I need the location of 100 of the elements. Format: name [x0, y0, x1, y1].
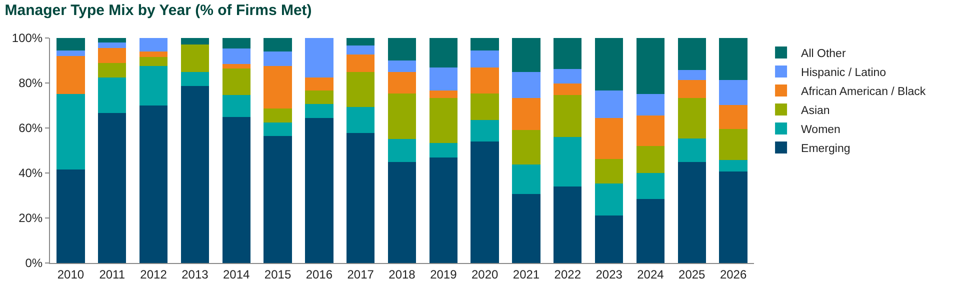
x-tick-label: 2018 [388, 267, 416, 282]
bar [554, 84, 582, 95]
bar [346, 107, 375, 133]
bar [305, 90, 334, 104]
bar [346, 54, 375, 72]
bar [470, 142, 499, 263]
bar [264, 108, 292, 122]
bar [594, 216, 624, 263]
bar [222, 38, 250, 48]
x-tick-label: 2026 [720, 267, 747, 282]
x-tick-label: 2024 [637, 267, 664, 282]
bar [636, 38, 665, 94]
bar [305, 104, 334, 118]
bar [98, 38, 126, 42]
bar [305, 38, 334, 78]
bar [429, 158, 458, 263]
bar [719, 38, 748, 80]
bar [305, 118, 334, 263]
bar [636, 146, 665, 174]
bar [512, 72, 540, 98]
bar [719, 80, 748, 105]
bar [429, 38, 458, 68]
bar [678, 70, 706, 80]
bar [346, 72, 375, 108]
bar [98, 113, 126, 263]
bar [636, 198, 665, 263]
bar [554, 68, 582, 84]
bar [512, 164, 540, 194]
x-tick-label: 2012 [140, 267, 168, 282]
bar [305, 78, 334, 90]
bar [139, 38, 168, 52]
bar [470, 94, 499, 120]
bar [222, 68, 250, 95]
chart-title: Manager Type Mix by Year (% of Firms Met) [4, 2, 312, 19]
bar [139, 106, 168, 263]
bar [180, 44, 210, 72]
x-tick-label: 2022 [554, 267, 582, 282]
bar [56, 56, 85, 94]
bar [264, 52, 292, 66]
bar [678, 138, 706, 162]
bar [719, 160, 748, 172]
bar [264, 66, 292, 109]
bar [719, 171, 748, 263]
bar [180, 72, 210, 86]
y-tick-label: 20% [18, 211, 43, 226]
bar [264, 122, 292, 136]
bar [554, 94, 582, 138]
y-tick-label: 100% [12, 31, 43, 46]
bar [139, 52, 168, 57]
bar [512, 98, 540, 130]
bar [636, 116, 665, 146]
bar [719, 104, 748, 130]
bar [636, 94, 665, 116]
bar [180, 38, 210, 45]
x-tick-label: 2025 [678, 267, 706, 282]
bar [346, 46, 375, 55]
bar [98, 62, 126, 78]
x-tick-label: 2019 [430, 267, 458, 282]
x-tick-label: 2013 [182, 267, 209, 282]
y-tick-label: 80% [18, 76, 43, 90]
bar [222, 94, 250, 117]
bar [98, 48, 126, 63]
bar [678, 80, 706, 98]
bar [678, 98, 706, 138]
bar [429, 142, 458, 158]
bar [594, 118, 624, 159]
bar [470, 120, 499, 142]
y-tick-label: 40% [18, 166, 43, 180]
bar [98, 42, 126, 48]
bar [56, 50, 85, 56]
bar [429, 98, 458, 143]
y-tick-label: 60% [18, 121, 43, 136]
bar [388, 72, 416, 94]
bar [470, 68, 499, 94]
legend-label: Hispanic / Latino [801, 66, 886, 79]
bar [346, 38, 375, 46]
x-tick-label: 2020 [471, 267, 498, 282]
bar [139, 66, 168, 106]
bar [512, 194, 540, 263]
bar [594, 158, 624, 184]
legend-label: Asian [801, 104, 830, 117]
bar [594, 184, 624, 216]
legend-label: African American / Black [801, 86, 926, 98]
bar [388, 60, 416, 72]
bar [388, 162, 416, 263]
bar [56, 38, 85, 51]
bar [388, 139, 416, 162]
bar [554, 38, 582, 69]
bar [56, 94, 85, 170]
bar [264, 38, 292, 52]
bar [554, 137, 582, 186]
bar [636, 173, 665, 199]
bar [388, 94, 416, 140]
bar [719, 129, 748, 160]
legend-label: All Other [801, 48, 846, 60]
bar [512, 38, 540, 72]
bar [139, 56, 168, 66]
bar [429, 68, 458, 90]
x-tick-label: 2017 [347, 267, 374, 282]
bar [264, 136, 292, 263]
